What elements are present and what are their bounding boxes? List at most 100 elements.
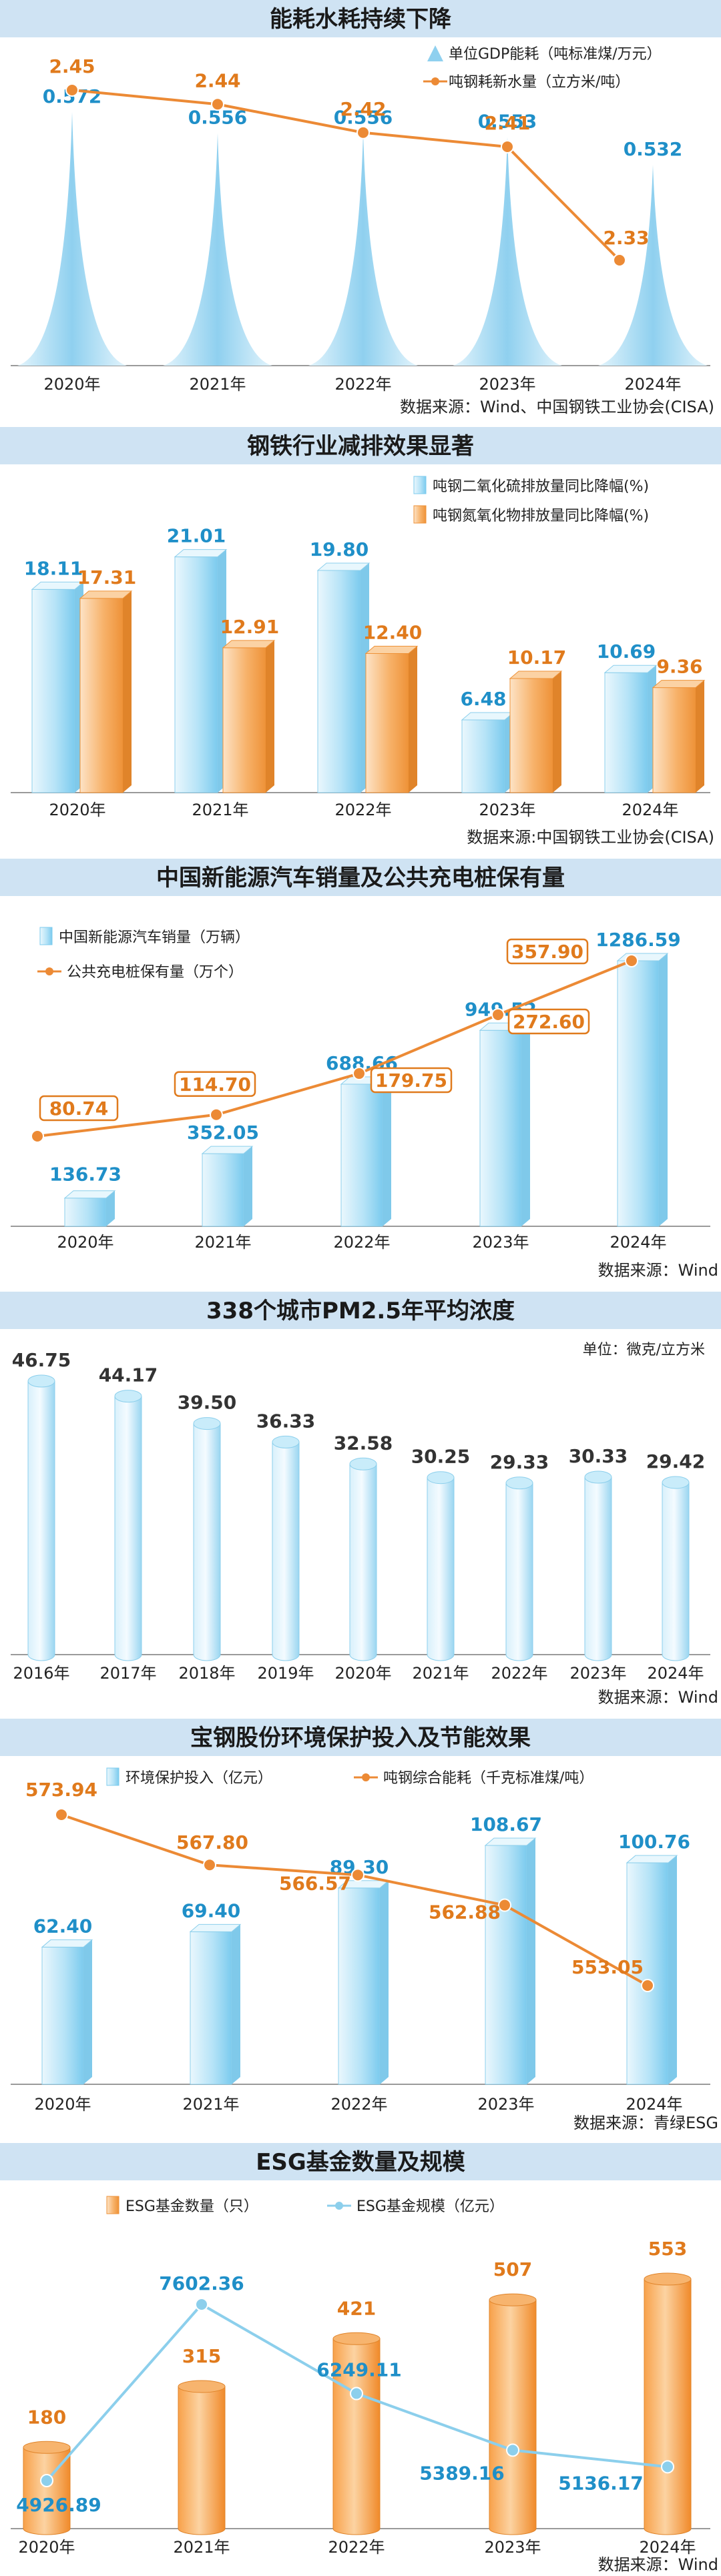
nev-sales-bar <box>340 1076 393 1227</box>
pm25-bar-cap <box>427 1471 455 1484</box>
nox-bar-top <box>222 640 276 649</box>
so2-bar-front <box>31 588 75 793</box>
energy-consumption-line-point <box>203 1858 216 1872</box>
env-investment-bar-side <box>83 1940 92 2084</box>
pm25-bar-body <box>193 1423 221 1661</box>
esg-scale-line-point <box>350 2387 363 2401</box>
env-investment-value-label: 62.40 <box>33 1915 93 1937</box>
esg-count-bar-cap <box>178 2380 226 2393</box>
pm25-value-label: 30.25 <box>411 1446 471 1468</box>
spike-value-label: 0.556 <box>334 107 393 129</box>
x-tick-label: 2021年 <box>412 1664 469 1683</box>
x-tick-label: 2022年 <box>334 375 391 394</box>
title-bar-nev: 中国新能源汽车销量及公共充电桩保有量 <box>0 859 721 896</box>
charging-piles-line-point <box>491 1007 505 1021</box>
env-investment-bar-side <box>232 1924 240 2084</box>
nev-sales-bar-front <box>617 960 660 1227</box>
nev-sales-bar-side <box>521 1023 530 1226</box>
pm25-bar-cap <box>193 1417 221 1430</box>
blue-bar-legend-icon <box>39 927 53 945</box>
x-tick-label: 2017年 <box>99 1664 156 1683</box>
so2-bar <box>174 549 228 793</box>
so2-bar <box>316 562 371 793</box>
x-tick-label: 2022年 <box>491 1664 547 1683</box>
line-value-label: 2.44 <box>194 69 240 91</box>
esg-count-bar <box>644 2272 692 2535</box>
legend-label-charging-piles: 公共充电桩保有量（万个） <box>67 964 243 981</box>
pm25-bar <box>427 1471 455 1661</box>
env-investment-bar-top <box>484 1837 537 1846</box>
so2-bar-front <box>174 556 218 793</box>
nox-bar <box>652 680 706 793</box>
esg-count-bar-body <box>644 2278 692 2535</box>
esg-count-bar-cap <box>23 2441 71 2454</box>
so2-bar <box>461 712 515 793</box>
pm25-bar-body <box>272 1441 300 1661</box>
so2-value-label: 6.48 <box>460 688 506 710</box>
chart-title-energy: 能耗水耗持续下降 <box>270 6 452 33</box>
charging-piles-line-point <box>625 954 638 967</box>
esg-count-value-label: 180 <box>27 2406 66 2428</box>
pm25-bar <box>584 1470 612 1661</box>
nox-bar-side <box>123 590 132 793</box>
water-consumption-line-point <box>356 125 370 139</box>
x-tick-label: 2016年 <box>13 1664 69 1683</box>
so2-value-label: 21.01 <box>167 525 226 547</box>
x-tick-label: 2020年 <box>57 1233 113 1252</box>
line-legend-dot-icon <box>45 967 53 975</box>
chart-title-nev: 中国新能源汽车销量及公共充电桩保有量 <box>156 865 565 891</box>
energy-consumption-line-point <box>641 1979 654 1992</box>
esg-count-bar-body <box>489 2299 537 2535</box>
pm25-value-label: 44.17 <box>99 1364 158 1386</box>
esg-count-bar <box>489 2293 537 2535</box>
water-consumption-line-point <box>211 97 224 111</box>
nox-bar-front <box>509 678 553 793</box>
spike-legend-icon <box>427 45 443 61</box>
spike-bar <box>308 133 418 366</box>
x-tick-label: 2021年 <box>182 2095 239 2114</box>
water-consumption-line-point <box>501 140 514 153</box>
esg-scale-line-point <box>506 2443 519 2457</box>
pm25-bar-body <box>427 1477 455 1661</box>
x-tick-label: 2020年 <box>18 2538 75 2557</box>
x-tick-label: 2024年 <box>647 1664 704 1683</box>
esg-count-bar-cap <box>644 2272 692 2286</box>
line-value-label: 2.33 <box>603 227 649 249</box>
charging-piles-value-label-box <box>506 938 589 965</box>
title-bar-baosteel: 宝钢股份环境保护投入及节能效果 <box>0 1719 721 1756</box>
nox-bar <box>509 671 563 793</box>
line-value-label: 2.42 <box>340 98 386 120</box>
so2-bar-top <box>31 581 85 590</box>
energy-consumption-line-point <box>55 1808 68 1821</box>
legend-label-nev-sales: 中国新能源汽车销量（万辆） <box>59 929 250 946</box>
nox-value-label: 12.40 <box>363 621 423 643</box>
esg-count-bar-cap <box>489 2293 537 2306</box>
source-pm25: 数据来源：Wind <box>598 1688 718 1707</box>
env-investment-value-label: 108.67 <box>470 1813 542 1835</box>
line-legend-dot-icon <box>362 1773 370 1781</box>
legend-baosteel: 环境保护投入（亿元） 吨钢综合能耗（千克标准煤/吨） <box>106 1767 593 1787</box>
env-investment-bar <box>41 1939 93 2085</box>
esg-scale-line-point <box>195 2298 208 2311</box>
line-value-label: 2.45 <box>49 55 95 77</box>
energy-consumption-value-label: 567.80 <box>176 1831 248 1853</box>
charging-piles-value-label: 114.70 <box>179 1074 251 1096</box>
water-consumption-line-point <box>65 83 79 97</box>
pm25-bar-body <box>662 1482 690 1661</box>
blue-bar-legend-icon <box>106 1767 119 1786</box>
charging-piles-value-label: 179.75 <box>375 1069 447 1092</box>
esg-scale-value-label: 6249.11 <box>316 2359 402 2381</box>
legend-label-energy-consumption: 吨钢综合能耗（千克标准煤/吨） <box>383 1770 593 1787</box>
x-tick-label: 2022年 <box>333 1233 390 1252</box>
x-tick-label: 2021年 <box>194 1233 251 1252</box>
nev-sales-bar-front <box>479 1029 522 1227</box>
env-investment-bar-front <box>338 1887 381 2085</box>
nev-sales-bar <box>616 953 669 1227</box>
nox-bar-front <box>652 687 696 793</box>
env-investment-bar-top <box>41 1939 93 1948</box>
so2-bar-front <box>604 672 648 793</box>
charging-piles-value-label: 80.74 <box>49 1098 109 1120</box>
so2-bar-front <box>461 719 505 793</box>
pm25-bar-cap <box>662 1476 690 1489</box>
charging-piles-value-label-box <box>507 1008 590 1035</box>
